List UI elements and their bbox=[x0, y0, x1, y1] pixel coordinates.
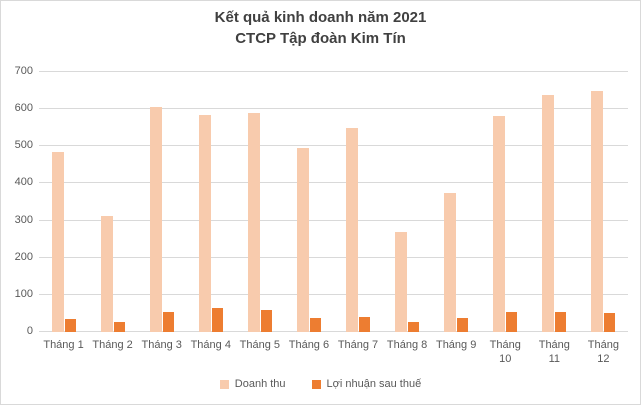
gridline-100 bbox=[39, 293, 628, 295]
profit-bar-4 bbox=[211, 308, 223, 332]
category-group-7 bbox=[333, 72, 382, 332]
revenue-bar-10 bbox=[493, 116, 506, 332]
gridline-300 bbox=[39, 219, 628, 221]
revenue-bar-1 bbox=[51, 151, 64, 332]
gridline-600 bbox=[39, 108, 628, 110]
x-tick-label-9: Tháng 9 bbox=[435, 339, 477, 351]
revenue-bar-5 bbox=[247, 112, 260, 332]
revenue-bar-7 bbox=[346, 128, 358, 332]
category-group-6 bbox=[284, 72, 333, 332]
category-group-11 bbox=[530, 72, 579, 332]
x-tick-label-3: Tháng 3 bbox=[141, 339, 182, 351]
revenue-bar-3 bbox=[149, 107, 162, 332]
gridline-700 bbox=[39, 71, 628, 72]
category-group-5 bbox=[235, 72, 284, 332]
category-group-2 bbox=[88, 72, 137, 332]
x-axis: Tháng 1 Tháng 2 Tháng 3 Tháng 4 Tháng 5 Tháng… bbox=[39, 338, 628, 366]
category-group-3 bbox=[137, 72, 186, 332]
profit-bar-9 bbox=[457, 317, 469, 332]
y-axis: 0 100 200 300 400 500 600 700 bbox=[1, 65, 33, 337]
x-tick-label-5: Tháng 5 bbox=[239, 339, 281, 351]
chart-title: Kết quả kinh doanh năm 2021 CTCP Tập đoà… bbox=[1, 7, 640, 49]
legend-item-profit: Lợi nhuận sau thuế bbox=[311, 378, 422, 390]
revenue-bar-11 bbox=[542, 94, 555, 332]
y-tick-label-400: 400 bbox=[14, 176, 33, 189]
revenue-bar-12 bbox=[591, 91, 604, 332]
profit-bar-5 bbox=[260, 309, 272, 332]
profit-bar-1 bbox=[64, 319, 76, 332]
x-tick-label-10: Tháng 10 bbox=[489, 339, 521, 365]
x-tick-label-4: Tháng 4 bbox=[190, 339, 231, 351]
profit-bar-6 bbox=[309, 317, 321, 332]
profit-bar-11 bbox=[555, 312, 567, 332]
revenue-bar-2 bbox=[100, 215, 113, 332]
x-tick-label-2: Tháng 2 bbox=[92, 339, 133, 351]
x-tick-label-8: Tháng 8 bbox=[386, 339, 428, 351]
profit-bar-10 bbox=[506, 311, 518, 332]
profit-bar-7 bbox=[359, 317, 370, 332]
category-group-4 bbox=[186, 72, 235, 332]
gridline-400 bbox=[39, 182, 628, 184]
profit-bar-3 bbox=[162, 311, 174, 332]
legend-item-revenue: Doanh thu bbox=[219, 378, 286, 390]
y-tick-label-700: 700 bbox=[14, 65, 33, 77]
gridline-500 bbox=[39, 145, 628, 147]
revenue-bar-9 bbox=[444, 193, 457, 332]
profit-bar-2 bbox=[113, 321, 125, 332]
revenue-bar-4 bbox=[198, 114, 211, 332]
profit-bar-12 bbox=[604, 313, 616, 332]
gridline-200 bbox=[39, 256, 628, 258]
y-tick-label-200: 200 bbox=[14, 250, 33, 263]
x-tick-label-11: Tháng 11 bbox=[538, 339, 570, 365]
gridline-0 bbox=[39, 331, 628, 332]
legend-label-revenue: Doanh thu bbox=[234, 378, 286, 390]
y-tick-label-500: 500 bbox=[14, 139, 33, 152]
plot-area bbox=[39, 71, 628, 332]
profit-swatch-icon bbox=[311, 379, 321, 389]
legend-label-profit: Lợi nhuận sau thuế bbox=[326, 378, 422, 390]
chart-title-line1: Kết quả kinh doanh năm 2021 bbox=[214, 9, 427, 26]
category-group-1 bbox=[39, 72, 88, 332]
y-tick-label-100: 100 bbox=[14, 287, 33, 300]
revenue-swatch-icon bbox=[219, 379, 229, 389]
revenue-bar-6 bbox=[296, 148, 309, 332]
category-group-10 bbox=[481, 72, 530, 332]
x-tick-label-6: Tháng 6 bbox=[288, 339, 330, 351]
x-tick-label-12: Tháng 12 bbox=[587, 339, 619, 365]
y-tick-label-300: 300 bbox=[14, 213, 33, 226]
y-tick-label-600: 600 bbox=[14, 102, 33, 115]
category-group-8 bbox=[383, 72, 432, 332]
profit-bar-8 bbox=[408, 321, 420, 332]
x-tick-label-7: Tháng 7 bbox=[337, 339, 379, 351]
revenue-bar-8 bbox=[395, 231, 408, 332]
category-group-12 bbox=[579, 72, 628, 332]
y-tick-label-0: 0 bbox=[26, 325, 33, 337]
legend: Doanh thu Lợi nhuận sau thuế bbox=[1, 378, 640, 390]
chart-title-line2: CTCP Tập đoàn Kim Tín bbox=[235, 30, 406, 47]
bars-row bbox=[39, 72, 628, 332]
category-group-9 bbox=[432, 72, 481, 332]
x-tick-label-1: Tháng 1 bbox=[43, 339, 84, 351]
